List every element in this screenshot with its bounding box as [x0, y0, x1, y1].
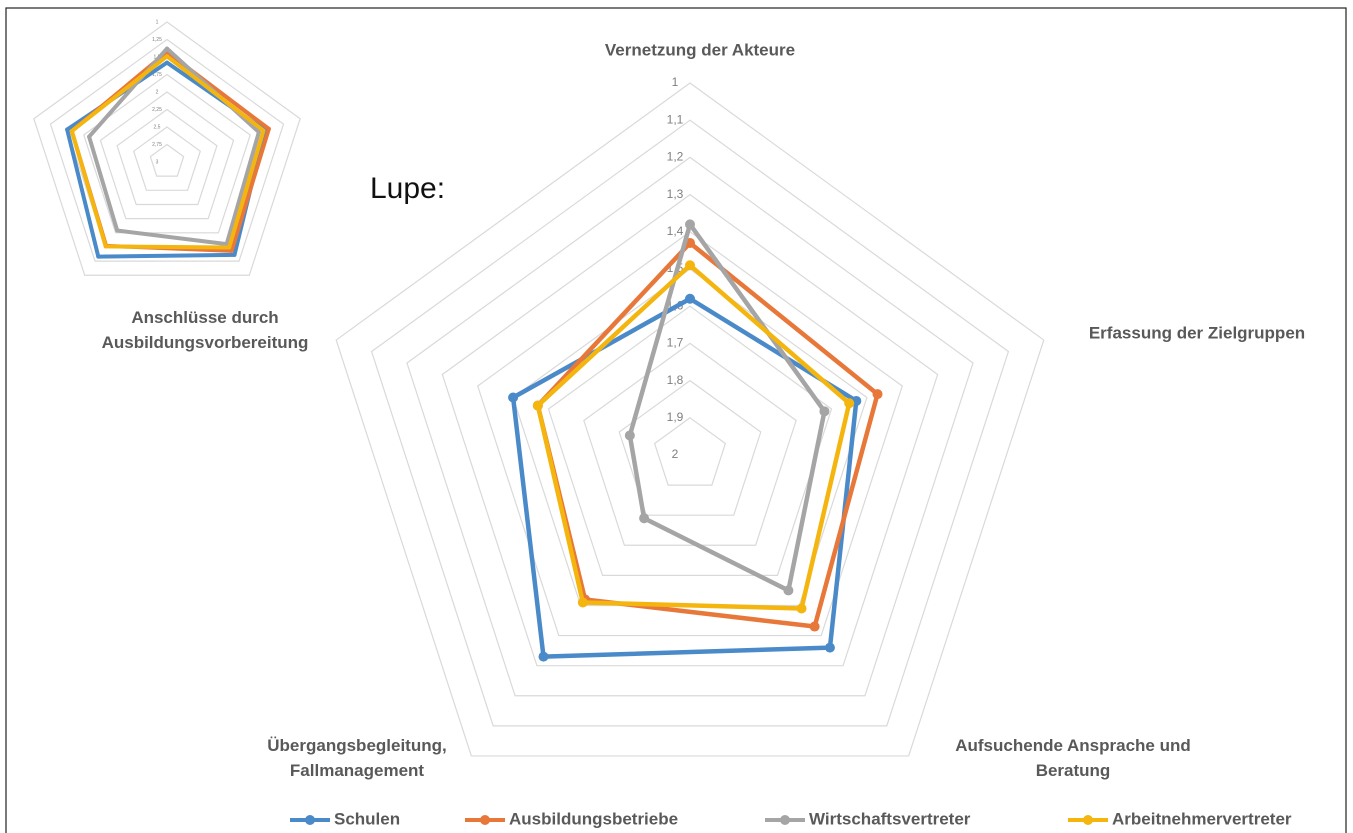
grid-ring — [335, 82, 1045, 757]
y-tick-label: 2 — [672, 447, 679, 461]
grid-ring — [583, 342, 797, 546]
legend-label: Schulen — [334, 809, 400, 828]
data-point — [532, 400, 543, 411]
data-point — [685, 293, 695, 304]
data-point — [256, 130, 261, 135]
data-point — [685, 260, 695, 271]
data-point — [824, 642, 835, 653]
axis-label: Vernetzung der Akteure — [604, 40, 796, 60]
data-point — [685, 219, 695, 230]
series-line — [535, 240, 880, 629]
grid-ring — [370, 119, 1010, 727]
data-point — [87, 134, 92, 139]
y-tick-label: 1,8 — [667, 373, 684, 387]
grid-ring — [33, 21, 301, 276]
data-point — [261, 128, 266, 133]
data-point — [624, 430, 635, 441]
grid-ring — [406, 156, 974, 697]
y-tick-label: 1,3 — [667, 187, 684, 201]
data-point — [115, 228, 120, 233]
grid-ring — [653, 417, 727, 486]
data-point — [809, 621, 820, 632]
legend-marker — [305, 815, 315, 825]
legend-marker — [1083, 815, 1093, 825]
data-point — [266, 126, 271, 131]
y-tick-label: 1,7 — [667, 336, 684, 350]
data-point — [227, 245, 232, 250]
series-line — [535, 263, 852, 611]
data-point — [224, 242, 229, 247]
legend-label: Ausbildungsbetriebe — [509, 809, 678, 828]
axis-label: Übergangsbegleitung, Fallmanagement — [267, 736, 447, 780]
y-tick-label: 1,9 — [667, 410, 684, 424]
data-point — [96, 254, 101, 259]
data-point — [103, 244, 108, 249]
y-tick-label: 1 — [156, 19, 159, 25]
y-tick-label: 2 — [156, 89, 159, 95]
data-point — [508, 392, 519, 403]
series-line — [69, 54, 266, 250]
data-point — [165, 54, 169, 59]
grid-ring — [116, 108, 218, 206]
y-tick-label: 1 — [672, 75, 679, 89]
axis-label: Aufsuchende Ansprache und Beratung — [955, 736, 1191, 780]
axis-label: Anschlüsse durch Ausbildungsvorbereitung — [101, 308, 309, 352]
legend-marker — [480, 815, 490, 825]
frame — [5, 7, 1347, 833]
y-tick-label: 2,5 — [154, 124, 161, 130]
y-tick-label: 2,75 — [152, 142, 162, 148]
data-point — [69, 129, 74, 134]
y-tick-label: 1,2 — [667, 150, 684, 164]
data-point — [872, 389, 883, 400]
axis-label: Erfassung der Zielgruppen — [1088, 323, 1306, 343]
grid-ring — [99, 91, 235, 220]
data-point — [165, 46, 169, 51]
grid-ring — [441, 193, 939, 667]
data-point — [639, 513, 650, 524]
y-tick-label: 3 — [156, 159, 159, 165]
annotation: Lupe: — [370, 172, 445, 205]
data-point — [538, 651, 549, 662]
data-point — [783, 585, 794, 596]
data-point — [229, 248, 234, 253]
grid-ring — [49, 38, 285, 262]
data-point — [165, 60, 169, 65]
series-line — [627, 222, 827, 593]
data-point — [65, 127, 70, 132]
y-tick-label: 1,4 — [667, 224, 684, 238]
y-tick-label: 1,1 — [667, 112, 684, 126]
legend-label: Wirtschaftsvertreter — [809, 809, 971, 828]
data-point — [819, 406, 830, 417]
series-line — [69, 50, 271, 253]
data-point — [844, 398, 855, 409]
grid-ring — [149, 143, 185, 177]
y-tick-label: 2,25 — [152, 107, 162, 113]
y-tick-label: 1,25 — [152, 37, 162, 43]
y-tick-label: 1,75 — [152, 72, 162, 78]
series-line — [87, 46, 261, 247]
grid-ring — [477, 231, 903, 637]
data-point — [796, 603, 807, 614]
data-point — [577, 597, 588, 608]
data-point — [232, 252, 237, 257]
legend-label: Arbeitnehmervertreter — [1112, 809, 1292, 828]
legend-marker — [780, 815, 790, 825]
grid-ring — [133, 126, 201, 191]
